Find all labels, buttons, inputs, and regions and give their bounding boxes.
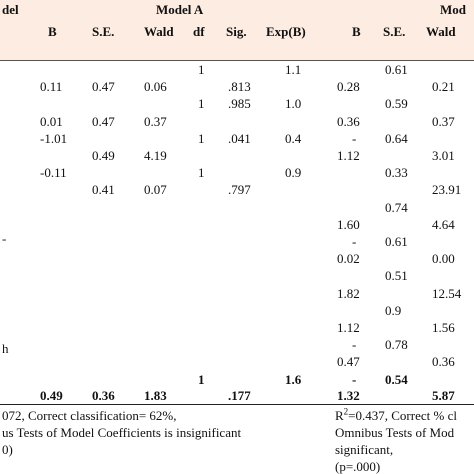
- cell-b-b: 0.36: [337, 114, 360, 129]
- cell-a-df: 1: [198, 62, 205, 77]
- cell-b-se: 0.61: [385, 62, 408, 77]
- const-a-sig: .177: [228, 388, 251, 403]
- cell-b-b: 0.28: [337, 79, 360, 94]
- cell-b-wald: 12.54: [432, 286, 462, 301]
- cell-a-wald: 4.19: [144, 148, 167, 163]
- footer-model-b-line-2: Omnibus Tests of Mod: [335, 425, 455, 440]
- cell-a-se: 0.41: [92, 182, 115, 197]
- cell-b-se: 0.9: [385, 303, 402, 318]
- row-label-fragment: h: [2, 341, 9, 356]
- cell-a-wald: 0.06: [144, 79, 167, 94]
- const-a-se: 0.36: [92, 388, 115, 403]
- cell-b-b: -: [352, 131, 357, 146]
- table-bottom-rule: [0, 404, 474, 405]
- col-b-se: S.E.: [383, 24, 406, 39]
- cell-b-b: 1.12: [337, 148, 360, 163]
- cell-a-expb: 1.1: [285, 62, 302, 77]
- cell-b-wald: 3.01: [432, 148, 455, 163]
- cell-b-se: 0.51: [385, 268, 408, 283]
- cell-b-se: 0.64: [385, 131, 408, 146]
- cell-b-wald: 0.37: [432, 114, 455, 129]
- cell-a-sig: .797: [228, 182, 251, 197]
- r-superscript: 2: [343, 406, 349, 417]
- col-a-b: B: [48, 24, 57, 39]
- cell-b-b: -: [352, 234, 357, 249]
- cell-a-se: 0.47: [92, 114, 115, 129]
- cell-a-b: -0.11: [40, 165, 67, 180]
- const-b-se: 0.54: [385, 372, 408, 387]
- cell-a-expb: 0.4: [285, 131, 302, 146]
- table-header-band: [0, 0, 474, 60]
- footer-model-b-line-3: significant,: [335, 442, 394, 457]
- cell-a-b: 0.11: [40, 79, 63, 94]
- cell-b-b: 1.12: [337, 320, 360, 335]
- const-a-b: 0.49: [40, 388, 63, 403]
- row-label-fragment: -: [2, 231, 7, 246]
- footer-model-a-line-3: 0): [2, 442, 13, 457]
- cell-b-se: 0.59: [385, 96, 408, 111]
- cell-a-sig: .813: [228, 79, 251, 94]
- cell-a-wald: 0.07: [144, 182, 167, 197]
- cell-b-se: 0.74: [385, 200, 408, 215]
- col-a-sig: Sig.: [226, 24, 247, 39]
- cell-b-wald: 0.00: [432, 251, 455, 266]
- const-a-df: 1: [198, 372, 205, 387]
- cell-a-se: 0.49: [92, 148, 115, 163]
- cell-a-sig: .041: [228, 131, 251, 146]
- cell-a-b: -1.01: [40, 131, 68, 146]
- cell-b-se: 0.33: [385, 165, 408, 180]
- cell-a-df: 1: [198, 96, 205, 111]
- header-left-fragment: del: [2, 2, 19, 17]
- cell-a-df: 1: [198, 131, 205, 146]
- cell-a-df: 1: [198, 165, 205, 180]
- cell-b-se: 0.61: [385, 234, 408, 249]
- r-squared-text: =0.437, Correct % cl: [348, 408, 457, 423]
- const-b-b-sign: -: [352, 372, 357, 387]
- const-b-wald: 5.87: [432, 388, 455, 403]
- cell-a-se: 0.47: [92, 79, 115, 94]
- cell-b-b: 0.02: [337, 251, 360, 266]
- cell-a-wald: 0.37: [144, 114, 167, 129]
- footer-model-a-line-1: 072, Correct classification= 62%,: [2, 408, 177, 423]
- cell-a-expb: 0.9: [285, 165, 302, 180]
- col-a-wald: Wald: [144, 24, 174, 39]
- cell-b-b: 1.60: [337, 217, 360, 232]
- model-b-title: Mod: [440, 2, 466, 17]
- model-a-title: Model A: [156, 2, 204, 17]
- col-b-b: B: [352, 24, 361, 39]
- cell-b-wald: 23.91: [432, 182, 462, 197]
- cell-b-b: 1.82: [337, 286, 360, 301]
- col-a-expb: Exp(B): [266, 24, 306, 39]
- cell-b-wald: 4.64: [432, 217, 455, 232]
- r-symbol: R: [335, 408, 344, 423]
- const-a-wald: 1.83: [144, 388, 167, 403]
- col-b-wald: Wald: [426, 24, 456, 39]
- cell-b-wald: 0.21: [432, 79, 455, 94]
- cell-b-wald: 1.56: [432, 320, 455, 335]
- cell-a-b: 0.01: [40, 114, 63, 129]
- footer-model-b-line-4: (p=.000): [335, 459, 381, 474]
- cell-b-se: 0.78: [385, 337, 408, 352]
- col-a-df: df: [193, 24, 205, 39]
- footer-model-b-line-1: R2=0.437, Correct % cl: [335, 406, 457, 423]
- cell-b-wald: 0.36: [432, 354, 455, 369]
- footer-model-a-line-2: us Tests of Model Coefficients is insign…: [2, 425, 242, 440]
- col-a-se: S.E.: [92, 24, 115, 39]
- cell-a-expb: 1.0: [285, 96, 302, 111]
- cell-a-sig: .985: [228, 96, 251, 111]
- cell-b-b: -: [352, 337, 357, 352]
- const-a-expb: 1.6: [285, 372, 302, 387]
- const-b-b: 1.32: [337, 388, 360, 403]
- header-divider: [0, 60, 474, 61]
- cell-b-b: 0.47: [337, 354, 360, 369]
